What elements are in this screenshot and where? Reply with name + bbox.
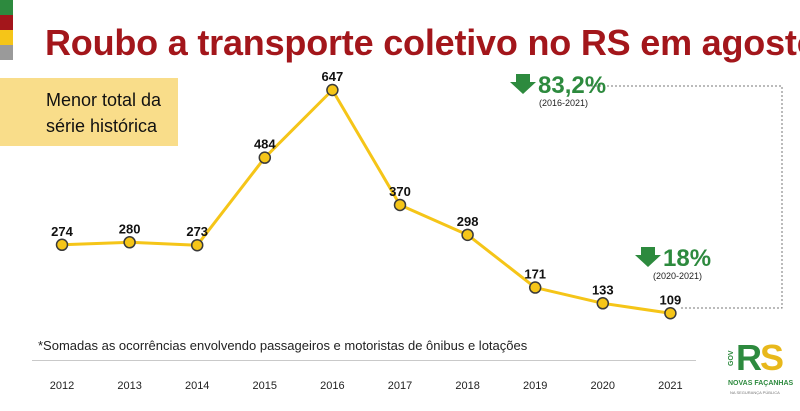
x-tick-label-2014: 2014 (185, 380, 209, 392)
x-tick-label-2021: 2021 (658, 380, 682, 392)
down-arrow-icon (635, 247, 661, 267)
data-point-2021 (664, 307, 677, 320)
data-label-2012: 274 (51, 224, 73, 239)
data-point-2017 (393, 198, 407, 212)
x-tick-label-2012: 2012 (50, 380, 74, 392)
logo-gov: GOV (728, 350, 735, 366)
callout-line-1: Menor total da (46, 90, 162, 110)
data-point-2020 (596, 297, 610, 310)
change-last-year-value: 18% (663, 245, 711, 272)
x-axis-line (32, 360, 696, 361)
data-point-2012 (55, 238, 69, 252)
chart-title: Roubo a transporte coletivo no RS em ago… (45, 22, 800, 63)
data-label-2020: 133 (592, 282, 614, 297)
change-total-period: (2016-2021) (539, 98, 588, 108)
data-point-2016 (326, 83, 339, 97)
data-label-2021: 109 (660, 292, 682, 307)
stripe-gray (0, 45, 13, 60)
data-label-2014: 273 (186, 224, 208, 239)
rs-novas-facanhas-logo: GOV RS NOVAS FAÇANHAS NA SEGURANÇA PÚBLI… (728, 337, 794, 404)
logo-subtext: NA SEGURANÇA PÚBLICA (730, 390, 780, 395)
series-line (61, 88, 671, 315)
data-label-2017: 370 (389, 184, 411, 199)
stripe-green (0, 0, 13, 15)
change-last-year-period: (2020-2021) (653, 271, 702, 281)
x-tick-label-2020: 2020 (591, 380, 615, 392)
data-point-2015 (258, 151, 272, 164)
data-label-2013: 280 (119, 221, 141, 236)
stripe-yellow (0, 30, 13, 45)
x-tick-label-2015: 2015 (253, 380, 277, 392)
x-tick-label-2013: 2013 (117, 380, 141, 392)
down-arrow-icon (510, 74, 536, 94)
x-tick-label-2019: 2019 (523, 380, 547, 392)
x-tick-label-2017: 2017 (388, 380, 412, 392)
data-point-2013 (123, 236, 136, 249)
x-tick-label-2016: 2016 (320, 380, 344, 392)
bracket-line (587, 85, 783, 309)
logo-rs: RS (736, 337, 784, 378)
change-total-value: 83,2% (538, 72, 606, 99)
stripe-red (0, 15, 13, 30)
data-label-2016: 647 (322, 69, 344, 84)
color-stripes (0, 0, 13, 60)
lowest-total-callout: Menor total da série histórica (0, 78, 178, 146)
data-point-2014 (190, 238, 204, 252)
x-tick-label-2018: 2018 (455, 380, 479, 392)
data-label-2015: 484 (254, 137, 276, 152)
callout-line-2: série histórica (46, 116, 158, 136)
data-label-2019: 171 (524, 267, 546, 282)
data-label-2018: 298 (457, 214, 479, 229)
change-annotation-total: 83,2% (2016-2021) (510, 72, 606, 108)
data-point-2019 (528, 281, 542, 294)
logo-text: NOVAS FAÇANHAS (728, 380, 794, 387)
footnote: *Somadas as ocorrências envolvendo passa… (38, 338, 528, 353)
change-annotation-last-year: 18% (2020-2021) (635, 245, 711, 281)
data-point-2018 (461, 228, 474, 242)
